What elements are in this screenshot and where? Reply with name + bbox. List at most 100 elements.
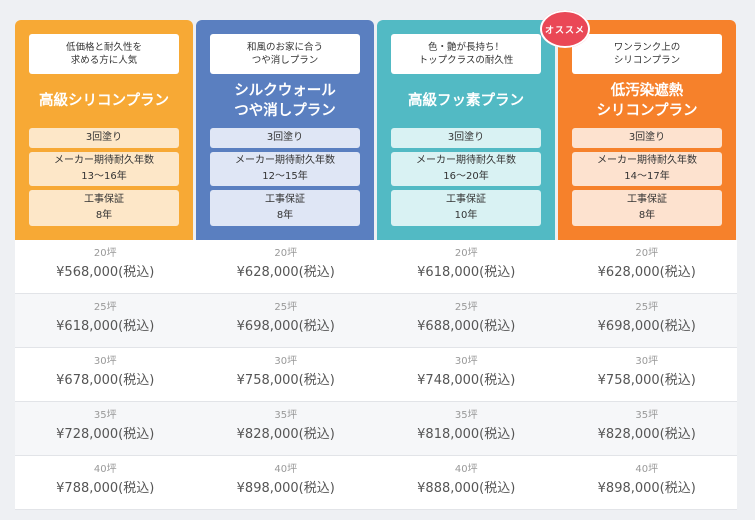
tsubo-label: 20坪 xyxy=(274,248,298,259)
price-cell: 30坪 ¥758,000(税込) xyxy=(196,348,377,401)
plan-name: 高級シリコンプラン xyxy=(38,93,170,109)
price-cell: 25坪 ¥688,000(税込) xyxy=(376,294,557,347)
tsubo-label: 35坪 xyxy=(93,410,117,421)
plan-coats: 3回塗り xyxy=(572,128,722,148)
plan-warranty-box: 工事保証 10年 xyxy=(391,190,541,226)
price-cell: 35坪 ¥828,000(税込) xyxy=(196,402,377,455)
lifespan-label: メーカー期待耐久年数 xyxy=(416,155,516,166)
price-cell: 40坪 ¥888,000(税込) xyxy=(376,456,557,509)
price-cell: 30坪 ¥748,000(税込) xyxy=(376,348,557,401)
tsubo-label: 20坪 xyxy=(454,248,478,259)
price-cell: 25坪 ¥698,000(税込) xyxy=(196,294,377,347)
lifespan-value: 13～16年 xyxy=(81,171,127,182)
warranty-label: 工事保証 xyxy=(446,194,486,205)
price-cell: 20坪 ¥568,000(税込) xyxy=(15,240,196,293)
price-value: ¥898,000(税込) xyxy=(236,481,335,496)
price-value: ¥568,000(税込) xyxy=(56,265,155,280)
plan-tagline: 和風のお家に合う つや消しプラン xyxy=(210,34,360,74)
price-cell: 25坪 ¥698,000(税込) xyxy=(557,294,738,347)
table-row: 20坪 ¥568,000(税込) 20坪 ¥628,000(税込) 20坪 ¥618,… xyxy=(15,240,737,294)
plan-column-2: 和風のお家に合う つや消しプラン シルクウォール つや消しプラン 3回塗り メー… xyxy=(196,20,374,240)
price-cell: 40坪 ¥788,000(税込) xyxy=(15,456,196,509)
table-row: 40坪 ¥788,000(税込) 40坪 ¥898,000(税込) 40坪 ¥888,… xyxy=(15,456,737,510)
tsubo-label: 20坪 xyxy=(93,248,117,259)
plan-lifespan-box: メーカー期待耐久年数 14～17年 xyxy=(572,152,722,186)
tsubo-label: 40坪 xyxy=(274,464,298,475)
plan-column-1: 低価格と耐久性を 求める方に人気 高級シリコンプラン 3回塗り メーカー期待耐久… xyxy=(15,20,193,240)
plan-name: 高級フッ素プラン xyxy=(408,93,524,109)
price-value: ¥628,000(税込) xyxy=(597,265,696,280)
price-value: ¥628,000(税込) xyxy=(236,265,335,280)
price-value: ¥688,000(税込) xyxy=(417,319,516,334)
price-value: ¥698,000(税込) xyxy=(597,319,696,334)
price-value: ¥618,000(税込) xyxy=(417,265,516,280)
tsubo-label: 30坪 xyxy=(93,356,117,367)
price-value: ¥828,000(税込) xyxy=(236,427,335,442)
recommended-badge: オススメ xyxy=(540,10,590,48)
price-value: ¥818,000(税込) xyxy=(417,427,516,442)
price-table: 20坪 ¥568,000(税込) 20坪 ¥628,000(税込) 20坪 ¥618,… xyxy=(15,240,737,510)
tsubo-label: 40坪 xyxy=(93,464,117,475)
tsubo-label: 30坪 xyxy=(454,356,478,367)
price-value: ¥788,000(税込) xyxy=(56,481,155,496)
plan-lifespan-box: メーカー期待耐久年数 13～16年 xyxy=(29,152,179,186)
plan-column-3: 色・艶が長持ち！ トップクラスの耐久性 高級フッ素プラン 3回塗り メーカー期待… xyxy=(377,20,555,240)
plan-coats: 3回塗り xyxy=(391,128,541,148)
tsubo-label: 25坪 xyxy=(93,302,117,313)
lifespan-value: 16～20年 xyxy=(443,171,489,182)
price-value: ¥758,000(税込) xyxy=(597,373,696,388)
price-cell: 35坪 ¥828,000(税込) xyxy=(557,402,738,455)
tsubo-label: 25坪 xyxy=(454,302,478,313)
price-cell: 20坪 ¥628,000(税込) xyxy=(196,240,377,293)
plan-name: 低汚染遮熱 シリコンプラン xyxy=(596,83,698,119)
plan-tagline: 低価格と耐久性を 求める方に人気 xyxy=(29,34,179,74)
price-cell: 40坪 ¥898,000(税込) xyxy=(557,456,738,509)
tsubo-label: 30坪 xyxy=(635,356,659,367)
plan-coats: 3回塗り xyxy=(29,128,179,148)
price-value: ¥678,000(税込) xyxy=(56,373,155,388)
lifespan-label: メーカー期待耐久年数 xyxy=(54,155,154,166)
price-cell: 25坪 ¥618,000(税込) xyxy=(15,294,196,347)
price-cell: 20坪 ¥628,000(税込) xyxy=(557,240,738,293)
price-value: ¥748,000(税込) xyxy=(417,373,516,388)
table-row: 30坪 ¥678,000(税込) 30坪 ¥758,000(税込) 30坪 ¥748,… xyxy=(15,348,737,402)
plan-warranty-box: 工事保証 8年 xyxy=(29,190,179,226)
price-value: ¥898,000(税込) xyxy=(597,481,696,496)
warranty-value: 8年 xyxy=(95,210,113,221)
tsubo-label: 20坪 xyxy=(635,248,659,259)
price-value: ¥828,000(税込) xyxy=(597,427,696,442)
tsubo-label: 30坪 xyxy=(274,356,298,367)
warranty-value: 8年 xyxy=(638,210,656,221)
warranty-label: 工事保証 xyxy=(84,194,124,205)
plan-warranty-box: 工事保証 8年 xyxy=(210,190,360,226)
price-cell: 30坪 ¥758,000(税込) xyxy=(557,348,738,401)
price-value: ¥888,000(税込) xyxy=(417,481,516,496)
warranty-label: 工事保証 xyxy=(627,194,667,205)
price-cell: 30坪 ¥678,000(税込) xyxy=(15,348,196,401)
plan-lifespan-box: メーカー期待耐久年数 12～15年 xyxy=(210,152,360,186)
lifespan-value: 12～15年 xyxy=(262,171,308,182)
price-cell: 35坪 ¥818,000(税込) xyxy=(376,402,557,455)
price-value: ¥728,000(税込) xyxy=(56,427,155,442)
tsubo-label: 35坪 xyxy=(635,410,659,421)
plan-tagline: 色・艶が長持ち！ トップクラスの耐久性 xyxy=(391,34,541,74)
tsubo-label: 25坪 xyxy=(635,302,659,313)
table-row: 25坪 ¥618,000(税込) 25坪 ¥698,000(税込) 25坪 ¥688,… xyxy=(15,294,737,348)
table-row: 35坪 ¥728,000(税込) 35坪 ¥828,000(税込) 35坪 ¥818,… xyxy=(15,402,737,456)
tsubo-label: 25坪 xyxy=(274,302,298,313)
tsubo-label: 40坪 xyxy=(454,464,478,475)
tsubo-label: 35坪 xyxy=(454,410,478,421)
price-value: ¥758,000(税込) xyxy=(236,373,335,388)
plan-lifespan-box: メーカー期待耐久年数 16～20年 xyxy=(391,152,541,186)
warranty-value: 10年 xyxy=(454,210,478,221)
tsubo-label: 40坪 xyxy=(635,464,659,475)
warranty-label: 工事保証 xyxy=(265,194,305,205)
plan-tagline: ワンランク上の シリコンプラン xyxy=(572,34,722,74)
lifespan-label: メーカー期待耐久年数 xyxy=(235,155,335,166)
lifespan-value: 14～17年 xyxy=(624,171,670,182)
price-cell: 20坪 ¥618,000(税込) xyxy=(376,240,557,293)
price-cell: 40坪 ¥898,000(税込) xyxy=(196,456,377,509)
plan-coats: 3回塗り xyxy=(210,128,360,148)
plan-column-4: ワンランク上の シリコンプラン 低汚染遮熱 シリコンプラン 3回塗り メーカー期… xyxy=(558,20,736,240)
